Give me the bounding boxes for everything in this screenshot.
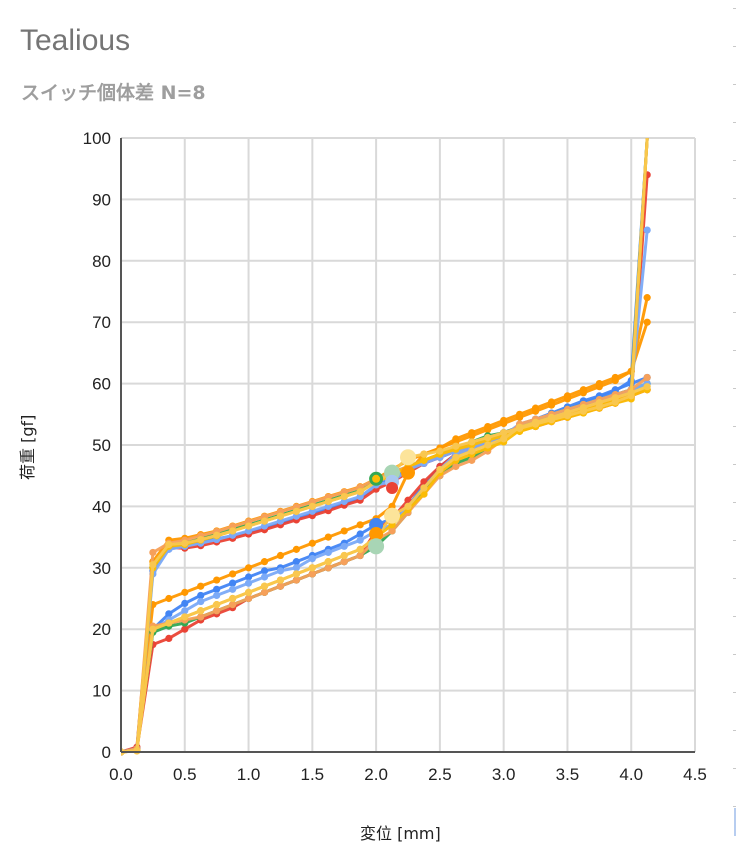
series-2 — [121, 171, 651, 756]
y-tick-label: 10 — [92, 682, 111, 701]
y-tick-label: 30 — [92, 559, 111, 578]
y-tick-label: 90 — [92, 190, 111, 209]
y-tick-label: 40 — [92, 497, 111, 516]
y-tick-label: 0 — [102, 743, 111, 762]
highlight-point — [369, 527, 384, 542]
chart-title: Tealious — [20, 24, 131, 57]
x-tick-label: 0.5 — [173, 765, 197, 784]
y-tick-label: 80 — [92, 252, 111, 271]
x-tick-label: 0.0 — [109, 765, 133, 784]
y-tick-label: 60 — [92, 375, 111, 394]
x-tick-label: 4.5 — [683, 765, 707, 784]
highlight-point — [368, 538, 385, 555]
highlight-point — [384, 507, 401, 524]
x-tick-label: 2.0 — [364, 765, 388, 784]
series-7 — [121, 138, 651, 756]
x-tick-label: 4.0 — [619, 765, 643, 784]
highlight-point — [386, 481, 399, 494]
y-axis-label: 荷重 [gf] — [18, 414, 37, 480]
y-tick-label: 50 — [92, 436, 111, 455]
x-axis-label: 変位 [mm] — [360, 824, 441, 843]
chart-subtitle: スイッチ個体差 N=8 — [21, 82, 206, 104]
x-tick-label: 2.5 — [428, 765, 452, 784]
series-8 — [121, 138, 651, 756]
tick-labels: 0 10 20 30 40 50 60 70 80 90 100 0.0 0.5 1.0 1.5 2.0 2.5… — [83, 129, 707, 784]
series-lines — [121, 138, 651, 756]
series-5 — [121, 226, 651, 756]
highlight-markers — [368, 449, 416, 555]
series-6 — [121, 138, 651, 756]
x-tick-label: 1.5 — [301, 765, 325, 784]
grid-lines — [120, 137, 696, 753]
y-tick-label: 100 — [83, 129, 111, 148]
adjacent-panel-edge — [733, 0, 736, 820]
y-tick-label: 20 — [92, 620, 111, 639]
x-tick-label: 3.0 — [492, 765, 516, 784]
y-tick-label: 70 — [92, 313, 111, 332]
axes — [120, 138, 695, 753]
adjacent-panel-selection — [734, 808, 736, 836]
series-1 — [121, 138, 651, 756]
highlight-point — [400, 449, 416, 466]
x-tick-label: 1.0 — [237, 765, 261, 784]
x-tick-label: 3.5 — [556, 765, 580, 784]
highlight-point — [401, 465, 415, 480]
highlight-point — [372, 474, 381, 483]
series-4 — [121, 138, 651, 756]
